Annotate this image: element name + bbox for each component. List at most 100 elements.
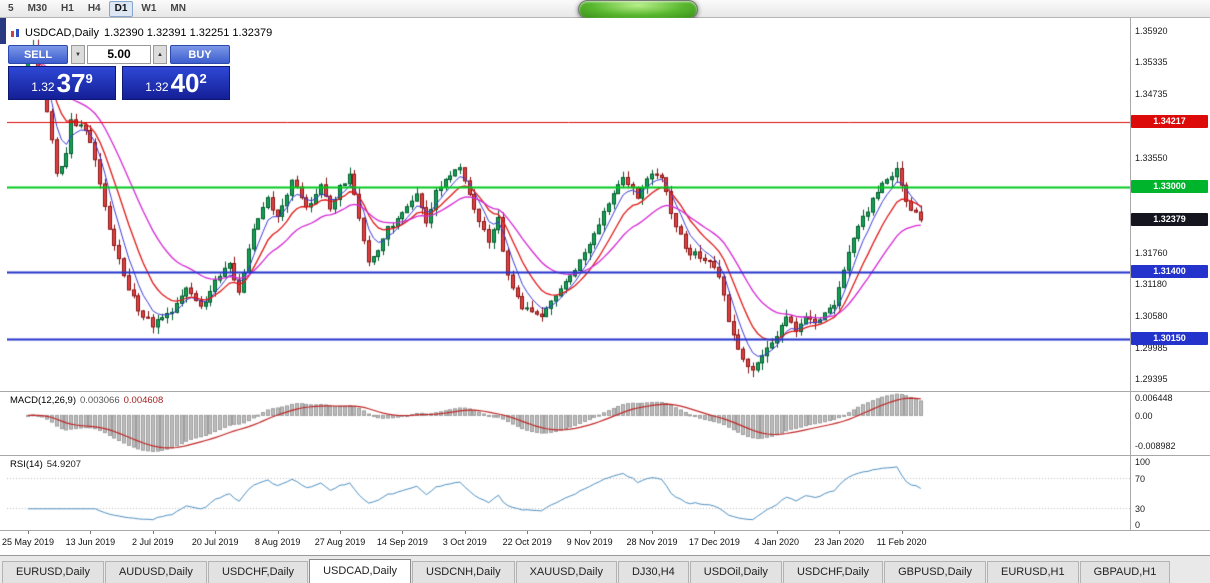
price-tag-1.32379: 1.32379 — [1131, 212, 1208, 226]
price-tag-1.31400: 1.31400 — [1131, 265, 1208, 279]
buy-price-prefix: 1.32 — [145, 79, 169, 94]
chart-symbol-title: USDCAD,Daily — [25, 27, 99, 39]
price-tag-1.30150: 1.30150 — [1131, 331, 1208, 345]
volume-down-button[interactable]: ▼ — [71, 45, 85, 64]
chart-tab-eurusd-daily[interactable]: EURUSD,Daily — [2, 561, 104, 583]
sell-price-display[interactable]: 1.32 37 9 — [8, 66, 116, 100]
price-axis-separator — [1130, 18, 1131, 531]
date-axis-label: 11 Feb 2020 — [876, 537, 927, 547]
macd-main-value: 0.003066 — [80, 395, 120, 406]
price-axis-label: 1.35335 — [1135, 57, 1168, 68]
sell-price-prefix: 1.32 — [31, 79, 55, 94]
price-axis-label: 1.34735 — [1135, 89, 1168, 100]
chart-tab-xauusd-daily[interactable]: XAUUSD,Daily — [515, 561, 617, 583]
date-axis: 25 May 2019 13 Jun 2019 2 Jul 2019 20 Jul 2… — [0, 531, 1130, 554]
chart-icon — [11, 29, 19, 37]
timeframe-button-h1[interactable]: H1 — [61, 2, 74, 14]
chart-tab-usdcnh-daily[interactable]: USDCNH,Daily — [412, 561, 515, 583]
chart-tab-usdchf-daily[interactable]: USDCHF,Daily — [782, 561, 884, 583]
date-tick — [776, 531, 778, 534]
price-axis-label: 1.31760 — [1135, 247, 1168, 258]
rsi-label-row: RSI(14) 54.9207 — [10, 459, 81, 470]
price-axis-label: 1.30580 — [1135, 310, 1168, 321]
pane-separator — [0, 530, 1210, 531]
timeframe-button-5[interactable]: 5 — [8, 2, 14, 14]
chart-window: USDCAD,Daily 1.32390 1.32391 1.32251 1.3… — [0, 18, 1210, 555]
timeframe-button-h4[interactable]: H4 — [87, 2, 101, 14]
price-axis-label: 1.33550 — [1135, 152, 1168, 163]
date-axis-label: 27 Aug 2019 — [314, 537, 366, 547]
buy-price-display[interactable]: 1.32 40 2 — [122, 66, 230, 100]
timeframe-button-m30[interactable]: M30 — [27, 2, 48, 14]
price-tag-1.34217: 1.34217 — [1131, 114, 1208, 128]
price-tag-1.33000: 1.33000 — [1131, 179, 1208, 193]
chart-tab-usdcad-daily[interactable]: USDCAD,Daily — [309, 559, 412, 583]
volume-up-button[interactable]: ▲ — [153, 45, 167, 64]
pane-separator[interactable] — [0, 391, 1210, 392]
macd-indicator-canvas[interactable] — [7, 392, 1130, 455]
timeframe-toolbar: 5 M30 H1 H4 D1 W1 MN — [0, 0, 1210, 19]
timeframe-button-mn[interactable]: MN — [170, 2, 186, 14]
chart-tab-eurusd-h1[interactable]: EURUSD,H1 — [987, 561, 1079, 583]
date-tick — [90, 531, 92, 534]
rsi-axis-label: 0 — [1135, 520, 1141, 530]
pane-separator[interactable] — [0, 455, 1210, 456]
price-axis-label: 1.29985 — [1135, 342, 1168, 353]
macd-signal-value: 0.004608 — [123, 395, 164, 406]
chart-tab-gbpusd-daily[interactable]: GBPUSD,Daily — [884, 561, 987, 583]
buy-button[interactable]: BUY — [170, 45, 230, 64]
rsi-value: 54.9207 — [46, 459, 82, 470]
macd-axis: 0.006448 0.00 -0.008982 — [1131, 392, 1210, 455]
macd-axis-label: -0.008982 — [1135, 440, 1176, 451]
date-axis-label: 2 Jul 2019 — [132, 537, 174, 547]
date-axis-label: 4 Jan 2020 — [754, 537, 800, 547]
rsi-indicator-canvas[interactable] — [7, 456, 1130, 530]
rsi-axis-label: 100 — [1135, 457, 1151, 467]
timeframe-button-w1[interactable]: W1 — [141, 2, 157, 14]
chart-tab-gbpaud-h1[interactable]: GBPAUD,H1 — [1079, 561, 1171, 583]
date-axis-label: 17 Dec 2019 — [688, 537, 740, 547]
date-tick — [402, 531, 404, 534]
date-tick — [28, 531, 29, 534]
date-tick — [340, 531, 341, 534]
macd-axis-label: 0.00 — [1135, 411, 1153, 422]
rsi-axis-label: 70 — [1135, 474, 1146, 485]
chart-tab-usdoil-daily[interactable]: USDOil,Daily — [689, 561, 782, 583]
date-tick — [152, 531, 154, 534]
sell-price-pipette: 9 — [85, 71, 93, 86]
macd-axis-label: 0.006448 — [1135, 393, 1173, 403]
date-axis-label: 28 Nov 2019 — [626, 537, 678, 547]
chart-tab-usdchf-daily[interactable]: USDCHF,Daily — [207, 561, 309, 583]
date-tick — [839, 531, 841, 534]
green-overlay-button[interactable] — [578, 0, 698, 19]
sell-button[interactable]: SELL — [8, 45, 68, 64]
macd-name: MACD(12,26,9) — [10, 395, 76, 406]
date-axis-label: 13 Jun 2019 — [65, 537, 116, 547]
date-axis-label: 20 Jul 2019 — [191, 537, 239, 547]
chart-tab-audusd-daily[interactable]: AUDUSD,Daily — [104, 561, 207, 583]
rsi-axis-label: 30 — [1135, 503, 1146, 514]
chart-title-row: USDCAD,Daily 1.32390 1.32391 1.32251 1.3… — [10, 27, 272, 39]
date-axis-label: 14 Sep 2019 — [376, 537, 428, 547]
price-axis: 1.35920 1.35335 1.34735 1.33550 1.31760 1.311… — [1131, 18, 1210, 531]
date-tick — [215, 531, 217, 534]
timeframe-button-d1[interactable]: D1 — [108, 0, 134, 17]
rsi-name: RSI(14) — [10, 459, 43, 470]
volume-input[interactable]: 5.00 — [87, 45, 151, 64]
chart-tab-dj30-h4[interactable]: DJ30,H4 — [617, 561, 689, 583]
price-axis-label: 1.31180 — [1135, 278, 1167, 289]
chart-tab-bar: EURUSD,Daily AUDUSD,Daily USDCHF,Daily USDC… — [0, 555, 1210, 583]
price-axis-label: 1.35920 — [1135, 26, 1168, 37]
date-tick — [277, 531, 279, 534]
rsi-axis: 100 70 30 0 — [1131, 456, 1210, 530]
date-axis-label: 9 Nov 2019 — [566, 537, 613, 547]
one-click-trade-panel: SELL ▼ 5.00 ▲ BUY 1.32 37 9 1.32 40 2 — [8, 45, 230, 100]
date-tick — [714, 531, 716, 534]
window-edge — [0, 18, 6, 44]
price-axis-label: 1.29395 — [1135, 374, 1168, 384]
date-axis-label: 3 Oct 2019 — [442, 537, 487, 547]
date-tick — [527, 531, 529, 534]
date-axis-label: 8 Aug 2019 — [254, 537, 301, 547]
date-axis-label: 22 Oct 2019 — [502, 537, 552, 547]
